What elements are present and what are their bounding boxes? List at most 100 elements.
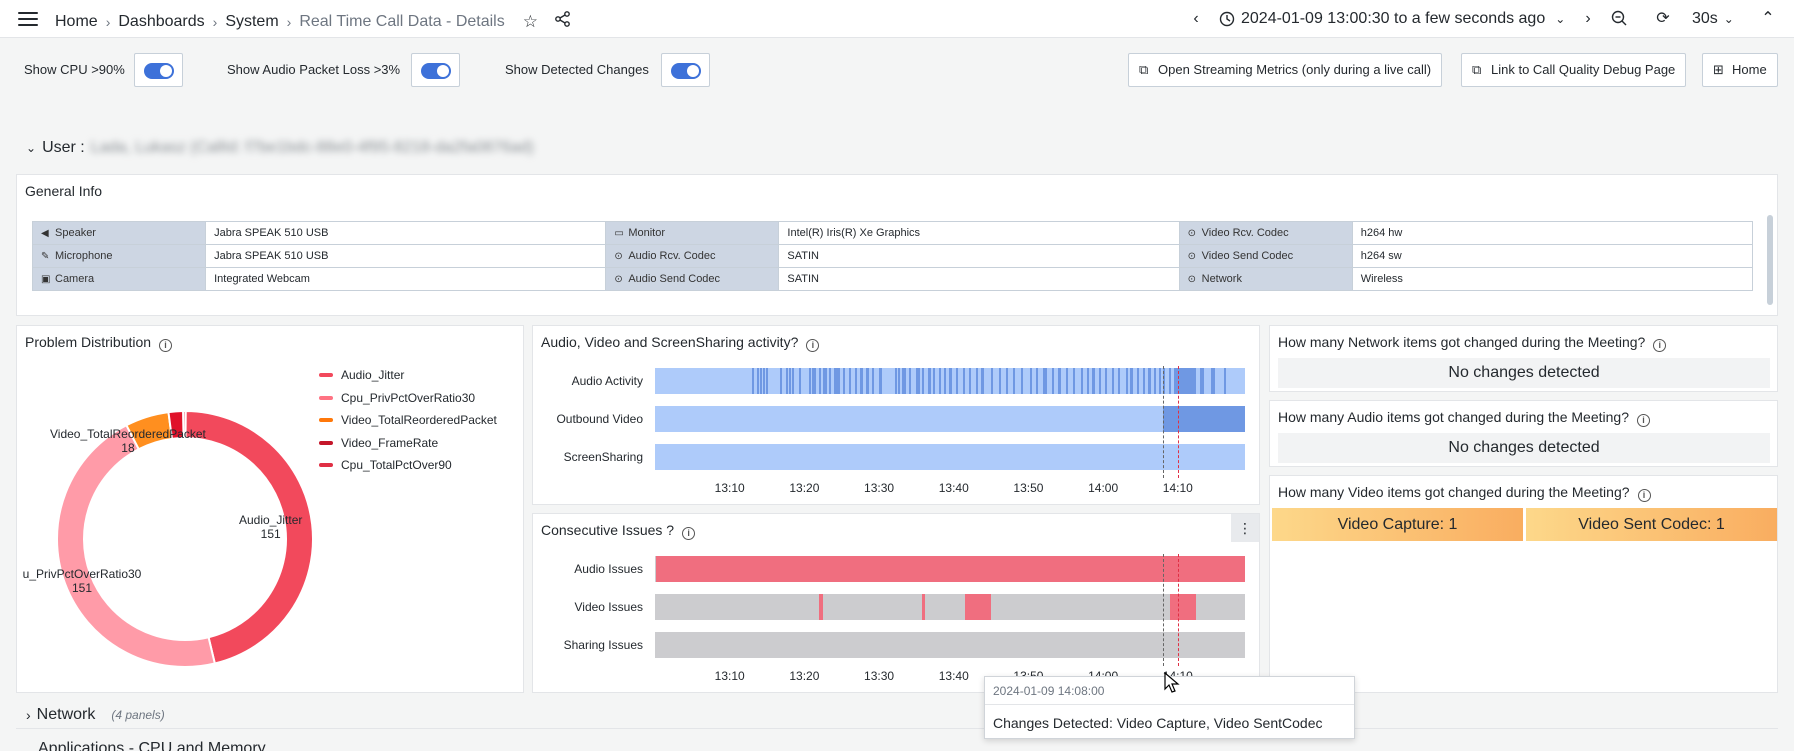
panel-menu-icon[interactable]: ⋮ — [1231, 514, 1259, 542]
panel-title: How many Video items got changed during … — [1278, 484, 1651, 502]
timeline-segment — [1211, 368, 1216, 394]
timeline-segment — [922, 368, 925, 394]
panel-title: Audio, Video and ScreenSharing activity?… — [541, 334, 820, 352]
show-audio-loss-label: Show Audio Packet Loss >3% — [227, 62, 401, 77]
legend-item[interactable]: Cpu_TotalPctOver90 — [319, 458, 452, 472]
variables-row: Show CPU >90% Show Audio Packet Loss >3%… — [0, 52, 1794, 88]
legend-item[interactable]: Video_FrameRate — [319, 436, 438, 450]
timeline-row-bar[interactable] — [655, 406, 1245, 432]
mouse-cursor-icon — [1164, 672, 1180, 693]
streaming-metrics-link[interactable]: ⧉ Open Streaming Metrics (only during a l… — [1128, 53, 1443, 87]
share-icon[interactable] — [554, 10, 572, 33]
info-key-cell: ⊙ Audio Rcv. Codec — [605, 244, 780, 268]
timeline-segment — [808, 368, 811, 394]
issues-title: Consecutive Issues ? — [541, 522, 675, 538]
annotation-marker[interactable] — [1162, 554, 1164, 666]
timeline-segment — [1065, 368, 1068, 394]
legend-item[interactable]: Video_TotalReorderedPacket — [319, 413, 497, 427]
info-icon[interactable]: i — [1637, 489, 1651, 502]
legend-swatch — [319, 395, 333, 400]
annotation-marker[interactable] — [1162, 366, 1164, 478]
refresh-icon[interactable]: ⟳ — [1656, 10, 1670, 27]
timeline-row-bar[interactable] — [655, 368, 1245, 394]
show-audio-loss-toggle[interactable] — [421, 63, 451, 79]
info-icon[interactable]: i — [682, 527, 696, 540]
codec-icon: ⊙ — [1187, 251, 1197, 262]
time-forward-icon[interactable]: › — [1585, 10, 1591, 27]
show-audio-loss-toggle-box — [411, 53, 460, 87]
breadcrumb-current: Real Time Call Data - Details — [299, 12, 505, 30]
zoom-out-icon[interactable] — [1609, 9, 1629, 29]
user-row-header[interactable]: ⌄ User : Lada, Lukasz (CallId: f7be1bdc-… — [26, 139, 534, 157]
timeline-segment — [1168, 368, 1171, 394]
call-quality-debug-link[interactable]: ⧉ Link to Call Quality Debug Page — [1461, 53, 1687, 87]
call-quality-debug-label: Link to Call Quality Debug Page — [1491, 62, 1676, 77]
info-key-cell: ⊙ Network — [1178, 267, 1353, 291]
breadcrumb-system[interactable]: System — [225, 12, 279, 30]
tooltip-message: Changes Detected: Video Capture, Video S… — [993, 715, 1323, 731]
streaming-metrics-label: Open Streaming Metrics (only during a li… — [1158, 62, 1432, 77]
info-icon[interactable]: i — [1653, 339, 1667, 352]
breadcrumb-dashboards[interactable]: Dashboards — [118, 12, 205, 30]
x-tick-label: 13:40 — [938, 481, 969, 495]
legend-item[interactable]: Cpu_PrivPctOverRatio30 — [319, 391, 475, 405]
timeline-row-label: Sharing Issues — [563, 638, 643, 652]
legend-item[interactable]: Audio_Jitter — [319, 368, 404, 382]
timeline-segment — [949, 368, 953, 394]
timeline-segment — [849, 368, 852, 394]
timeline-segment — [1013, 368, 1016, 394]
time-range-picker[interactable]: 2024-01-09 13:00:30 to a few seconds ago… — [1219, 10, 1565, 28]
speaker-icon: ◀ — [41, 228, 49, 239]
legend-swatch — [319, 373, 333, 377]
timeline-row-bar[interactable] — [655, 444, 1245, 470]
refresh-interval-picker[interactable]: 30s ⌄ — [1692, 10, 1734, 28]
timeline-row-bar[interactable] — [655, 556, 1245, 582]
annotation-marker[interactable] — [1177, 554, 1179, 666]
show-cpu-label: Show CPU >90% — [24, 62, 125, 77]
panel-title: Problem Distribution i — [25, 334, 173, 352]
timeline-segment — [1043, 368, 1048, 394]
timeline-row-label: Outbound Video — [556, 412, 643, 426]
pie-slice-cpu-totalpctover90[interactable] — [182, 409, 187, 440]
timeline-row-bar[interactable] — [655, 632, 1245, 658]
info-icon[interactable]: i — [806, 339, 820, 352]
x-tick-label: 13:10 — [714, 669, 745, 683]
apps-row-header[interactable]: Applications - CPU and Memory — [38, 740, 266, 751]
timeline-segment — [998, 368, 1001, 394]
timeline-segment — [1125, 368, 1128, 394]
x-tick-label: 14:00 — [1088, 481, 1119, 495]
donut-chart — [56, 409, 314, 668]
info-key-label: Microphone — [55, 250, 113, 262]
menu-icon[interactable] — [18, 12, 38, 26]
problem-distribution-panel: Problem Distribution i Audio_Jitter Cpu_Pr… — [16, 325, 524, 693]
microphone-icon: ✎ — [41, 251, 50, 262]
show-cpu-toggle[interactable] — [144, 63, 174, 79]
issues-panel: Consecutive Issues ? i ⋮ Audio Issues Vide… — [532, 513, 1260, 693]
info-icon[interactable]: i — [1637, 414, 1650, 427]
info-key-cell: ⊙ Video Send Codec — [1178, 244, 1353, 268]
home-link[interactable]: ⊞ Home — [1702, 53, 1778, 87]
collapse-icon[interactable]: ⌃ — [1761, 10, 1775, 27]
breadcrumb: Home › Dashboards › System › Real Time C… — [55, 10, 572, 33]
breadcrumb-home[interactable]: Home — [55, 12, 98, 30]
timeline-row-bar[interactable] — [655, 594, 1245, 620]
timeline-segment — [932, 368, 935, 394]
show-changes-label: Show Detected Changes — [505, 62, 649, 77]
star-icon[interactable]: ☆ — [522, 11, 538, 31]
network-changes-panel: How many Network items got changed durin… — [1269, 325, 1778, 392]
legend-swatch — [319, 440, 333, 445]
timeline-segment — [871, 368, 874, 394]
tooltip-divider — [985, 704, 1354, 705]
pie-slice-cpu-privpctoverratio30[interactable] — [56, 423, 217, 668]
scrollbar[interactable] — [1767, 215, 1773, 305]
info-icon[interactable]: i — [159, 339, 173, 352]
user-row-label: User : — [42, 139, 85, 156]
show-changes-toggle[interactable] — [671, 63, 701, 79]
pie-slice-audio-jitter[interactable] — [184, 409, 314, 665]
apps-row-label: Applications - CPU and Memory — [38, 740, 266, 751]
annotation-marker[interactable] — [1177, 366, 1179, 478]
timeline-segment — [1112, 368, 1115, 394]
time-back-icon[interactable]: ‹ — [1193, 10, 1199, 27]
info-key-label: Monitor — [628, 227, 665, 239]
network-row-header[interactable]: › Network (4 panels) — [26, 706, 165, 724]
